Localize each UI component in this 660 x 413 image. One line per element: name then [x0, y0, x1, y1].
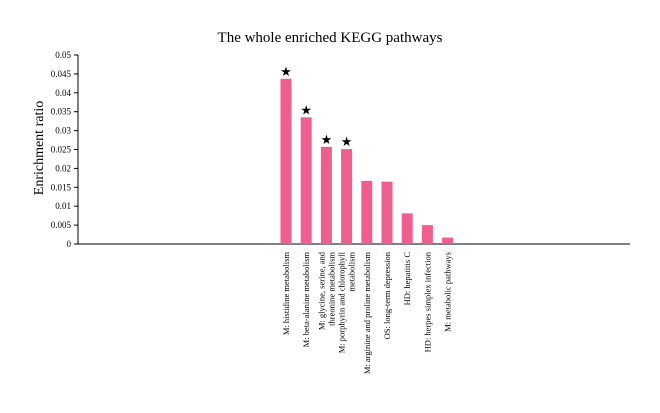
significance-star: ★ — [341, 134, 353, 149]
y-tick-label: 0.01 — [55, 201, 71, 211]
x-tick-label: threonine metabolism — [326, 252, 336, 326]
significance-star: ★ — [280, 64, 292, 79]
y-tick-label: 0.03 — [55, 126, 71, 136]
x-tick-label: M: arginine and proline metabolism — [362, 252, 372, 375]
chart-title: The whole enriched KEGG pathways — [218, 30, 443, 46]
bar — [401, 213, 413, 244]
bar — [381, 181, 393, 244]
y-tick-label: 0.025 — [51, 145, 72, 155]
y-tick-label: 0.045 — [51, 69, 72, 79]
x-tick-label: metabolism — [347, 252, 357, 292]
x-tick-labels: M: histidine metabolism M: beta-alanine m… — [281, 251, 453, 374]
bar — [320, 146, 332, 244]
y-ticks: 0 0.005 0.01 0.015 0.02 0.025 0.03 0.035 0.04 0.0… — [51, 50, 78, 249]
x-tick-label: HD: hepatitis C — [402, 252, 412, 306]
bars — [280, 78, 454, 245]
x-tick-label: M: histidine metabolism — [281, 252, 291, 335]
x-tick-label: M: glycine, serine, and — [316, 251, 326, 330]
significance-star: ★ — [321, 132, 333, 147]
bar — [300, 117, 312, 244]
y-tick-label: 0.05 — [55, 50, 71, 60]
x-tick-label: M: porphyrin and chlorophyll — [337, 251, 347, 353]
y-tick-label: 0.02 — [55, 163, 71, 173]
x-tick-label: M: metabolic pathways — [443, 252, 453, 332]
x-tick-label: HD: herpes simplex infection — [422, 251, 432, 352]
bar — [280, 78, 292, 245]
significance-stars: ★ ★ ★ ★ — [280, 64, 352, 149]
significance-star: ★ — [300, 102, 312, 117]
x-tick-label: M: beta-alanine metabolism — [301, 252, 311, 348]
x-tick-label: OS: long-term depression — [382, 251, 392, 339]
bar — [361, 180, 373, 244]
y-tick-label: 0 — [67, 239, 72, 249]
bar — [442, 237, 454, 244]
y-tick-label: 0.035 — [51, 107, 72, 117]
y-axis-label: Enrichment ratio — [32, 101, 47, 195]
y-tick-label: 0.015 — [51, 182, 72, 192]
bar — [341, 149, 353, 244]
y-tick-label: 0.005 — [51, 220, 72, 230]
bar — [421, 225, 433, 244]
y-tick-label: 0.04 — [55, 88, 71, 98]
